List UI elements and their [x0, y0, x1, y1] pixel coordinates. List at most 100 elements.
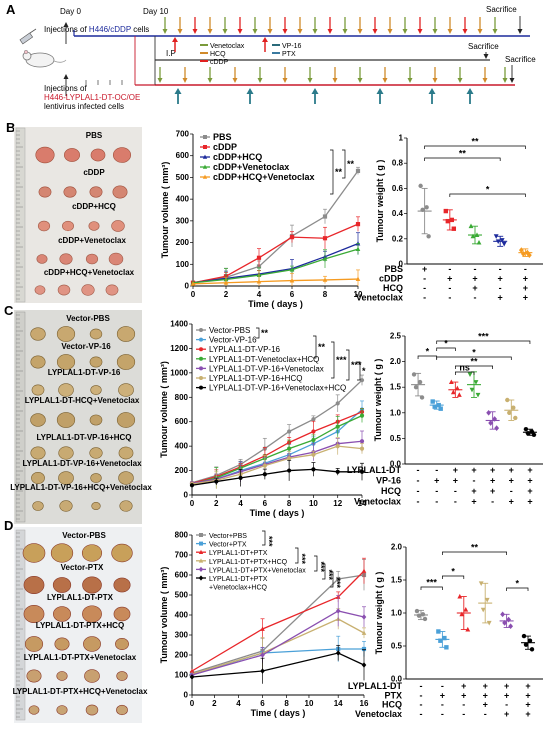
table-cell: +: [509, 497, 514, 507]
tumour-sample: [37, 220, 51, 232]
chart-C-volume: 0 200 400 600 800 1000 1200 1400 0 2 4 6 8 10 12 14 Time…: [159, 320, 367, 519]
arrowhead-d-12: [457, 78, 463, 83]
sig-bracket: [330, 571, 334, 588]
tumour-sample: [90, 385, 102, 395]
y-tick-label: 800: [175, 393, 189, 402]
sample-point: [436, 629, 441, 634]
arrowhead-vp-2: [311, 88, 319, 94]
arrowhead-vp-4: [428, 88, 436, 94]
sig-label-3: ***: [351, 360, 362, 370]
data-point: [361, 662, 367, 668]
legend-marker: [198, 575, 204, 581]
table-cell: +: [472, 283, 477, 293]
y-tick-label: 400: [176, 195, 190, 204]
tumour-sample: [30, 355, 46, 369]
photo-d-label-2: LYPLAL1-DT-PTX: [47, 593, 114, 602]
table-cell: -: [441, 709, 444, 719]
data-point: [223, 280, 229, 285]
legend-ptx: PTX: [282, 51, 296, 58]
tumour-sample: [53, 606, 71, 622]
arrowhead-b-16: [402, 29, 408, 34]
day10-label: Day 10: [143, 7, 169, 16]
legend-hcq: HCQ: [210, 51, 226, 58]
arrowhead-d-3: [232, 78, 238, 83]
sig-label-1: *: [444, 339, 448, 349]
sig-label-2: **: [471, 543, 479, 553]
table-cell: +: [525, 709, 530, 719]
photo-d-label-5: LYPLAL1-DT-PTX+HCQ+Venetoclax: [13, 687, 148, 696]
sig-bracket: [314, 555, 318, 572]
x-tick-label: 8: [323, 290, 328, 299]
y-tick-label: 300: [176, 216, 190, 225]
tumour-sample: [89, 186, 103, 198]
tumour-sample: [58, 471, 74, 485]
legend-marker: [198, 558, 204, 563]
photo-labels-c: Vector-PBS Vector-VP-16 LYPLAL1-DT-VP-16…: [10, 314, 152, 492]
arrowhead-b-12: [342, 29, 348, 34]
photo-c-label-0: Vector-PBS: [66, 314, 110, 323]
arrowhead-vp-3: [376, 88, 384, 94]
sig-bracket: [256, 327, 260, 339]
tumour-sample: [111, 543, 133, 563]
table-cell: +: [527, 497, 532, 507]
y-tick-label: 500: [175, 591, 189, 600]
tumour-sample: [30, 446, 46, 460]
table-cell: +: [483, 681, 488, 691]
sample-point: [468, 223, 474, 229]
sample-point: [438, 406, 443, 411]
table-cell: +: [453, 476, 458, 486]
tumour-sample: [113, 606, 131, 622]
data-point: [335, 650, 341, 656]
table-cell: -: [499, 283, 502, 293]
series-line-2: [191, 411, 363, 485]
table-label-3: Venetoclax: [354, 497, 401, 507]
sig-label-0: **: [471, 137, 479, 147]
legend-label-1: Vector-VP-16: [209, 336, 257, 345]
tumour-sample: [56, 705, 68, 715]
arrowhead-d-4: [257, 78, 263, 83]
series-line-0: [192, 170, 359, 284]
x-tick-label: 6: [260, 699, 265, 708]
arrowhead-b-8: [282, 29, 288, 34]
sig-bracket: [449, 193, 526, 197]
tumour-sample: [23, 576, 45, 594]
arrowhead-b-3: [207, 29, 213, 34]
sig-bracket: [424, 145, 526, 149]
tumour-sample: [26, 669, 42, 683]
tumour-sample: [34, 285, 46, 295]
table-cell: -: [441, 700, 444, 710]
sig-label-0: ***: [264, 536, 274, 547]
table-cell: +: [523, 293, 528, 303]
legend-label-3: cDDP+Venetoclax: [213, 162, 289, 172]
arrowhead-b-13: [357, 29, 363, 34]
x-tick-label: 10: [354, 290, 363, 299]
sample-point: [502, 620, 508, 626]
sample-point: [414, 608, 420, 614]
x-tick-label: 4: [257, 290, 262, 299]
tumour-sample: [83, 636, 101, 652]
y-tick-label: 0.8: [392, 159, 404, 168]
tumour-sample: [38, 186, 52, 198]
sample-point: [463, 607, 469, 612]
table-cell: +: [447, 274, 452, 284]
x-tick-label: 2: [212, 699, 217, 708]
tumour-sample: [82, 605, 102, 623]
tumour-sample: [36, 254, 48, 264]
arrowhead-b-20: [462, 29, 468, 34]
sample-point: [501, 241, 507, 247]
arrowhead-b-19: [447, 29, 453, 34]
x-tick-label: 4: [236, 699, 241, 708]
tumour-sample: [84, 669, 100, 683]
x-tick-label: 8: [284, 699, 289, 708]
sample-point: [443, 208, 449, 214]
sig-label-2: ***: [316, 562, 326, 573]
table-label-0: LYPLAL1-DT: [347, 465, 402, 475]
tumour-sample: [89, 356, 103, 368]
legend-label-5-b: +Venetoclax+HCQ: [209, 585, 268, 592]
data-point: [287, 468, 292, 473]
legend-label-5: LYPLAL1-DT+PTX: [209, 576, 268, 583]
table-cell: +: [490, 465, 495, 475]
table-cell: +: [523, 283, 528, 293]
y-axis-label: Tumour weight ( g ): [373, 359, 383, 442]
arrowhead-vp-5: [466, 88, 474, 94]
